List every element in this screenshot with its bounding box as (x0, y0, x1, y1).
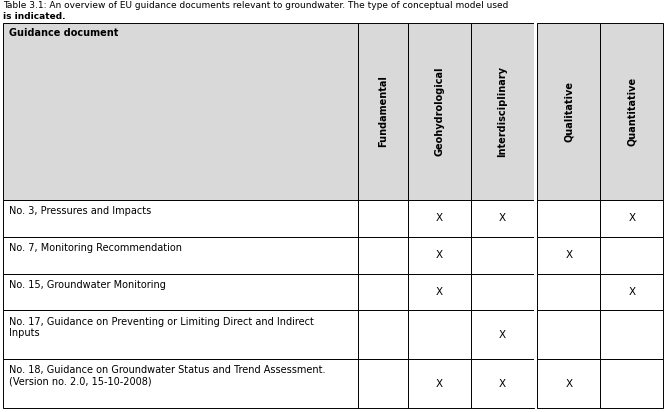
Bar (408, 237, 471, 274)
Bar (537, 23, 600, 200)
Bar (408, 200, 471, 237)
Bar (471, 274, 534, 310)
Bar (3, 274, 358, 310)
Bar (408, 359, 471, 408)
Bar (537, 274, 600, 310)
Bar (600, 200, 663, 237)
Text: X: X (565, 250, 572, 260)
Bar (600, 310, 663, 359)
Bar (600, 274, 663, 310)
Bar (537, 237, 600, 274)
Text: Fundamental: Fundamental (378, 75, 388, 147)
Bar (3, 237, 358, 274)
Text: No. 7, Monitoring Recommendation: No. 7, Monitoring Recommendation (9, 243, 182, 253)
Bar (471, 310, 534, 359)
Bar (358, 23, 408, 200)
Bar (471, 200, 534, 237)
Bar (408, 23, 471, 200)
Text: X: X (628, 287, 635, 297)
Bar (358, 200, 408, 237)
Bar (3, 200, 358, 237)
Text: Geohydrological: Geohydrological (434, 66, 444, 156)
Text: Table 3.1: An overview of EU guidance documents relevant to groundwater. The typ: Table 3.1: An overview of EU guidance do… (3, 1, 509, 10)
Text: is indicated.: is indicated. (3, 12, 66, 21)
Bar (537, 200, 600, 237)
Bar (600, 237, 663, 274)
Bar (600, 359, 663, 408)
Text: X: X (436, 287, 443, 297)
Text: X: X (565, 379, 572, 389)
Text: No. 3, Pressures and Impacts: No. 3, Pressures and Impacts (9, 206, 151, 216)
Text: Qualitative: Qualitative (564, 81, 574, 142)
Bar (3, 359, 358, 408)
Text: X: X (499, 330, 506, 340)
Bar (358, 237, 408, 274)
Bar (471, 359, 534, 408)
Bar (358, 310, 408, 359)
Text: No. 17, Guidance on Preventing or Limiting Direct and Indirect
Inputs: No. 17, Guidance on Preventing or Limiti… (9, 316, 314, 338)
Text: X: X (499, 213, 506, 223)
Bar (358, 274, 408, 310)
Text: X: X (436, 379, 443, 389)
Bar (537, 359, 600, 408)
Bar (471, 237, 534, 274)
Text: Quantitative: Quantitative (627, 77, 636, 146)
Text: Interdisciplinary: Interdisciplinary (498, 66, 507, 157)
Text: X: X (499, 379, 506, 389)
Text: No. 18, Guidance on Groundwater Status and Trend Assessment.
(Version no. 2.0, 1: No. 18, Guidance on Groundwater Status a… (9, 365, 325, 387)
Bar (358, 359, 408, 408)
Text: No. 15, Groundwater Monitoring: No. 15, Groundwater Monitoring (9, 280, 165, 290)
Bar (408, 274, 471, 310)
Text: X: X (436, 213, 443, 223)
Bar (471, 23, 534, 200)
Text: X: X (436, 250, 443, 260)
Bar (534, 23, 537, 408)
Text: Guidance document: Guidance document (9, 28, 118, 37)
Bar (600, 23, 663, 200)
Bar (537, 310, 600, 359)
Bar (408, 310, 471, 359)
Bar (3, 23, 358, 200)
Text: X: X (628, 213, 635, 223)
Bar (3, 310, 358, 359)
